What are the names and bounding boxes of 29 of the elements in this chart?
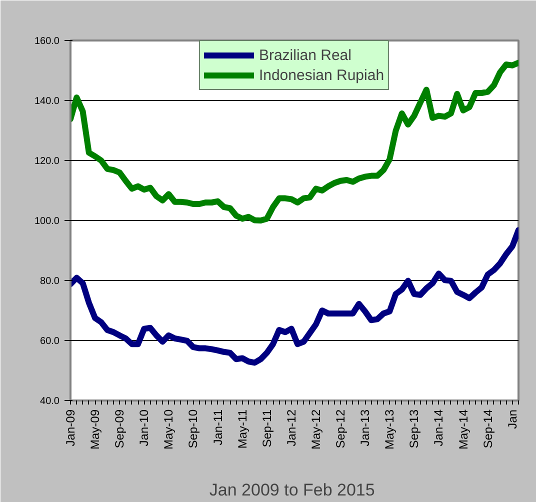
x-tick-label: May-10	[162, 409, 176, 450]
y-tick-label: 40.0	[40, 396, 60, 407]
y-tick-label: 140.0	[34, 96, 60, 107]
x-tick-label: May-12	[308, 409, 323, 450]
x-tick-label: Sep-12	[334, 409, 348, 448]
x-tick-label: Jan-12	[284, 409, 298, 446]
y-tick-label: 60.0	[40, 336, 60, 347]
y-tick-label: 160.0	[34, 36, 60, 47]
x-tick-label: Sep-13	[407, 409, 422, 448]
x-tick-label: Jan	[505, 409, 520, 429]
legend-label: Indonesian Rupiah	[258, 66, 384, 84]
x-tick-label: Sep-10	[186, 409, 200, 448]
x-tick-label: Sep-14	[480, 409, 495, 448]
x-tick-label: Jan-11	[210, 409, 225, 446]
x-tick-label: Jan-14	[432, 409, 446, 446]
x-tick-label: Jan-09	[64, 409, 78, 446]
x-tick-label: May-11	[235, 409, 250, 449]
y-tick-label: 100.0	[34, 216, 60, 227]
x-tick-label: Jan-13	[358, 409, 372, 446]
x-tick-label: Jan-10	[137, 409, 152, 446]
x-tick-label: May-14	[456, 409, 470, 450]
legend-label: Brazilian Real	[258, 46, 352, 64]
x-axis-title: Jan 2009 to Feb 2015	[209, 480, 375, 500]
y-tick-label: 80.0	[40, 276, 60, 287]
x-tick-label: May-13	[382, 409, 397, 450]
x-tick-label: Sep-09	[112, 409, 127, 448]
x-tick-label: Sep-11	[260, 409, 274, 448]
x-tick-label: May-09	[88, 409, 102, 450]
y-tick-label: 120.0	[34, 156, 60, 167]
